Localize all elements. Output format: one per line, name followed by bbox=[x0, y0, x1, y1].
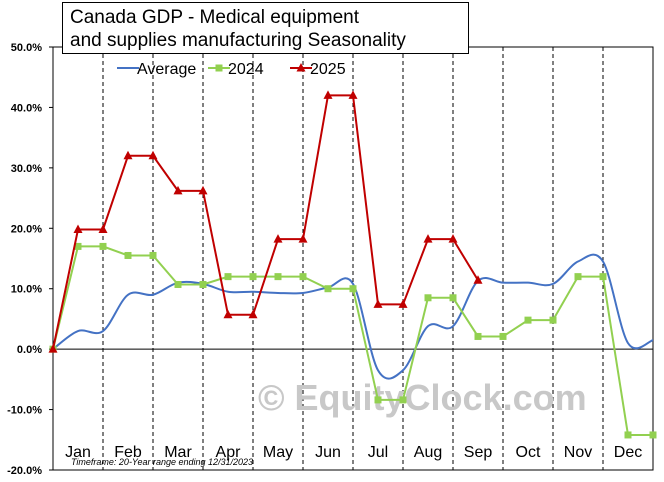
data-point bbox=[624, 431, 632, 439]
data-point bbox=[349, 285, 357, 293]
data-point bbox=[223, 309, 233, 319]
y-tick-label: 0.0% bbox=[17, 344, 42, 356]
data-point bbox=[199, 280, 207, 288]
footnote: Timeframe: 20-Year range ending 12/31/20… bbox=[71, 457, 253, 467]
data-point bbox=[324, 285, 332, 293]
data-point bbox=[499, 332, 507, 340]
data-point bbox=[173, 185, 183, 195]
data-point bbox=[249, 273, 257, 281]
data-point bbox=[48, 344, 58, 353]
y-tick-label: 10.0% bbox=[11, 284, 42, 296]
data-point bbox=[649, 431, 657, 439]
data-point bbox=[323, 90, 333, 99]
data-point bbox=[274, 273, 282, 281]
data-point bbox=[299, 273, 307, 281]
x-tick-label: Aug bbox=[414, 444, 442, 461]
x-tick-label: Jan bbox=[65, 444, 91, 461]
series-2024 bbox=[49, 242, 657, 439]
data-point bbox=[198, 185, 208, 195]
series-2025 bbox=[48, 90, 483, 353]
data-point bbox=[174, 280, 182, 288]
data-point bbox=[398, 299, 408, 308]
chart-title-line-2: and supplies manufacturing Seasonality bbox=[70, 30, 406, 51]
x-tick-label: Mar bbox=[164, 444, 192, 461]
y-tick-label: 20.0% bbox=[11, 223, 42, 235]
chart-title: Canada GDP - Medical equipment and suppl… bbox=[62, 2, 469, 54]
data-point bbox=[99, 242, 107, 250]
data-point bbox=[399, 396, 407, 404]
data-point bbox=[474, 332, 482, 340]
x-tick-label: Feb bbox=[114, 444, 142, 461]
x-tick-label: Dec bbox=[614, 444, 642, 461]
legend-item-2024: 2024 bbox=[208, 61, 264, 78]
data-point bbox=[348, 90, 358, 99]
series-line bbox=[52, 94, 479, 350]
data-point bbox=[448, 234, 458, 243]
x-tick-label: Oct bbox=[516, 444, 541, 461]
data-point bbox=[449, 294, 457, 302]
data-point bbox=[123, 150, 133, 160]
legend-label: 2024 bbox=[228, 61, 264, 78]
data-point bbox=[549, 316, 557, 324]
legend-item-2025: 2025 bbox=[290, 61, 346, 78]
data-point bbox=[374, 396, 382, 404]
legend-marker bbox=[296, 63, 306, 72]
data-point bbox=[574, 273, 582, 281]
data-point bbox=[149, 251, 157, 259]
series bbox=[48, 90, 657, 439]
data-point bbox=[148, 150, 158, 160]
chart-title-line-1: Canada GDP - Medical equipment bbox=[70, 7, 360, 28]
y-tick-label: -10.0% bbox=[7, 405, 42, 417]
data-point bbox=[224, 273, 232, 281]
data-point bbox=[599, 273, 607, 281]
data-point bbox=[273, 234, 283, 243]
legend-marker bbox=[215, 64, 223, 72]
x-tick-label: Apr bbox=[216, 444, 242, 461]
x-tick-label: May bbox=[263, 444, 293, 461]
data-point bbox=[124, 251, 132, 259]
data-point bbox=[298, 234, 308, 243]
legend: Average 2024 2025 bbox=[117, 61, 346, 78]
data-point bbox=[373, 299, 383, 308]
y-tick-label: -20.0% bbox=[7, 465, 42, 477]
x-tick-label: Nov bbox=[564, 444, 592, 461]
legend-item-average: Average bbox=[117, 61, 196, 78]
x-tick-label: Jul bbox=[368, 444, 388, 461]
y-tick-label: 40.0% bbox=[11, 102, 42, 114]
data-point bbox=[424, 294, 432, 302]
data-point bbox=[524, 316, 532, 324]
data-point bbox=[98, 224, 108, 233]
data-point bbox=[74, 242, 82, 250]
x-tick-label: Sep bbox=[464, 444, 493, 461]
y-tick-label: 30.0% bbox=[11, 163, 42, 175]
data-point bbox=[473, 275, 483, 284]
y-axis: -20.0% -10.0% 0.0% 10.0% 20.0% 30.0% 40.0% 50.0… bbox=[7, 42, 53, 477]
y-tick-label: 50.0% bbox=[11, 42, 42, 54]
watermark: © EquityClock.com bbox=[258, 377, 587, 418]
data-point bbox=[248, 309, 258, 319]
x-tick-label: Jun bbox=[315, 444, 341, 461]
x-axis: Jan Feb Mar Apr May Jun Jul Aug Sep Oct Nov Dec bbox=[65, 444, 642, 461]
legend-label: Average bbox=[137, 61, 196, 78]
legend-label: 2025 bbox=[310, 61, 346, 78]
data-point bbox=[423, 234, 433, 243]
data-point bbox=[73, 224, 83, 233]
